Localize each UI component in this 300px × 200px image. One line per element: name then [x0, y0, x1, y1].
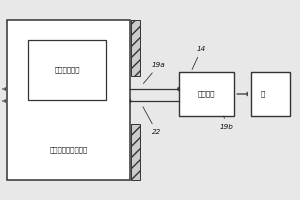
Text: 温度补偿元件: 温度补偿元件 [54, 67, 80, 73]
Bar [7, 20, 130, 180]
Text: 19b: 19b [219, 116, 233, 130]
Text: 19a: 19a [143, 62, 166, 83]
Bar [131, 20, 140, 76]
Text: 22: 22 [143, 107, 161, 135]
Text: 化学电阻传感器探头: 化学电阻传感器探头 [49, 147, 88, 153]
Text: 14: 14 [192, 46, 206, 69]
Bar [28, 40, 106, 100]
Bar [251, 72, 290, 116]
Text: 用: 用 [260, 91, 265, 97]
Bar [179, 72, 234, 116]
Text: 控制单元: 控制单元 [198, 91, 215, 97]
Bar [131, 124, 140, 180]
